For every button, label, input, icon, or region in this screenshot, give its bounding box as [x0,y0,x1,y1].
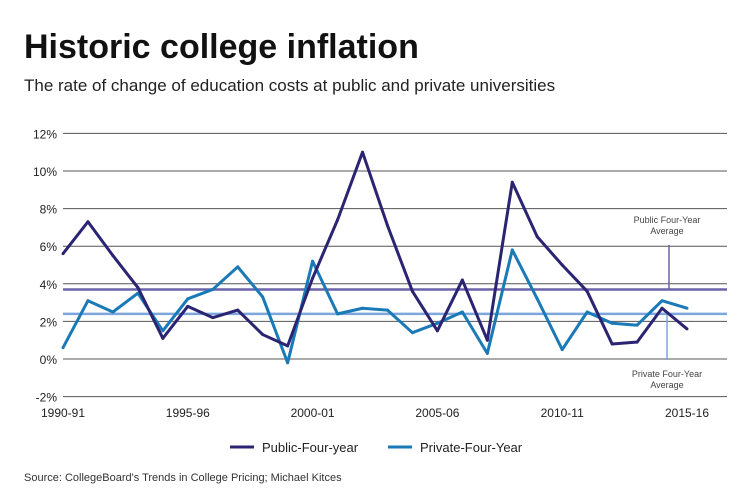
data-point-public [61,252,65,256]
y-tick-label: 4% [40,278,58,292]
data-point-public [361,150,365,154]
chart-title: Historic college inflation [24,28,419,66]
data-point-public [660,306,664,310]
legend-label: Public-Four-year [262,440,359,455]
y-tick-label: -2% [36,391,58,405]
data-point-private [311,259,315,263]
data-point-private [610,321,614,325]
x-tick-label: 1990-91 [41,406,85,420]
x-tick-label: 2010-11 [541,406,584,420]
data-point-private [336,312,340,316]
private-average-label: Average [650,380,683,390]
data-point-public [535,235,539,239]
data-point-public [635,340,639,344]
chart-subtitle: The rate of change of education costs at… [24,76,556,95]
data-point-private [261,295,265,299]
data-point-public [460,278,464,282]
data-point-private [510,248,514,252]
data-point-public [435,329,439,333]
data-point-private [186,297,190,301]
data-point-private [685,306,689,310]
data-point-private [435,321,439,325]
y-tick-label: 12% [33,127,57,141]
data-point-public [186,304,190,308]
data-point-private [61,346,65,350]
data-point-private [286,361,290,365]
x-tick-label: 2015-16 [665,406,709,420]
data-point-public [685,327,689,331]
data-point-public [311,276,315,280]
source-note: Source: CollegeBoard's Trends in College… [24,472,342,484]
data-point-public [585,289,589,293]
data-point-private [635,323,639,327]
y-tick-label: 2% [40,315,58,329]
data-point-private [385,308,389,312]
private-average-label: Private Four-Year [632,369,702,379]
data-point-private [161,329,165,333]
y-tick-label: 6% [40,240,58,254]
data-point-public [560,263,564,267]
data-point-public [111,254,115,258]
data-point-private [560,348,564,352]
data-point-private [361,306,365,310]
public-average-label: Public Four-Year [634,215,701,225]
data-point-public [86,220,90,224]
data-point-public [211,316,215,320]
data-point-public [161,336,165,340]
data-point-public [410,289,414,293]
data-point-private [460,310,464,314]
data-point-public [136,286,140,290]
data-point-private [485,351,489,355]
public-average-label: Average [650,226,683,236]
data-point-public [236,308,240,312]
data-point-public [261,333,265,337]
x-tick-label: 2005-06 [415,406,459,420]
data-point-public [286,344,290,348]
data-point-private [86,299,90,303]
y-tick-label: 0% [40,353,58,367]
data-point-private [410,331,414,335]
legend-label: Private-Four-Year [420,440,523,455]
data-point-public [510,180,514,184]
data-point-private [111,310,115,314]
data-point-private [211,287,215,291]
data-point-public [385,224,389,228]
series-line-public [61,150,688,348]
data-point-public [610,342,614,346]
data-point-private [585,310,589,314]
x-tick-label: 1995-96 [166,406,210,420]
x-tick-label: 2000-01 [291,406,335,420]
data-point-private [535,297,539,301]
y-tick-label: 10% [33,165,57,179]
series-line-private [61,248,688,365]
data-point-private [660,299,664,303]
data-point-private [236,265,240,269]
data-point-public [336,218,340,222]
data-point-public [485,338,489,342]
y-tick-label: 8% [40,203,58,217]
